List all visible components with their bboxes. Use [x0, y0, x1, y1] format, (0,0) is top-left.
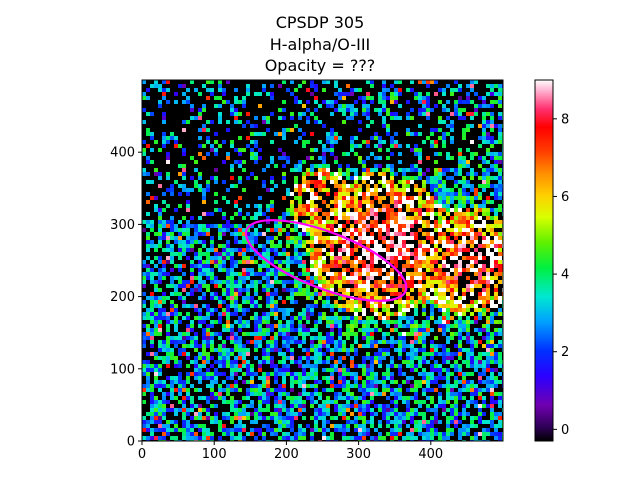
heatmap-image	[142, 80, 503, 441]
y-tick-label-4: 400	[110, 146, 135, 161]
chart-title-line-3: Opacity = ???	[264, 56, 376, 75]
x-tick-label-2: 200	[274, 447, 299, 462]
x-axis: 0 100 200 300 400	[138, 441, 443, 462]
colorbar-tick-label-2: 4	[561, 268, 569, 283]
plot-frame	[141, 79, 504, 442]
ellipse-annotation-0	[244, 219, 408, 302]
colorbar-tick-label-1: 2	[561, 345, 569, 360]
y-axis: 0 100 200 300 400	[110, 146, 142, 450]
colorbar-axis: 0 2 4 6 8	[553, 112, 569, 438]
y-tick-label-2: 200	[110, 290, 135, 305]
colorbar	[534, 79, 554, 442]
x-tick-label-3: 300	[346, 447, 371, 462]
y-tick-label-3: 300	[110, 218, 135, 233]
x-tick-label-4: 400	[418, 447, 443, 462]
chart-title-line-1: CPSDP 305	[275, 13, 365, 32]
annotation-layer	[244, 219, 408, 302]
x-tick-label-1: 100	[202, 447, 227, 462]
x-tick-label-0: 0	[138, 447, 146, 462]
colorbar-tick-label-3: 6	[561, 190, 569, 205]
chart-title-line-2: H-alpha/O-III	[269, 35, 371, 54]
y-tick-label-0: 0	[127, 435, 135, 450]
colorbar-tick-label-4: 8	[561, 112, 569, 127]
y-tick-label-1: 100	[110, 362, 135, 377]
colorbar-tick-label-0: 0	[561, 423, 569, 438]
